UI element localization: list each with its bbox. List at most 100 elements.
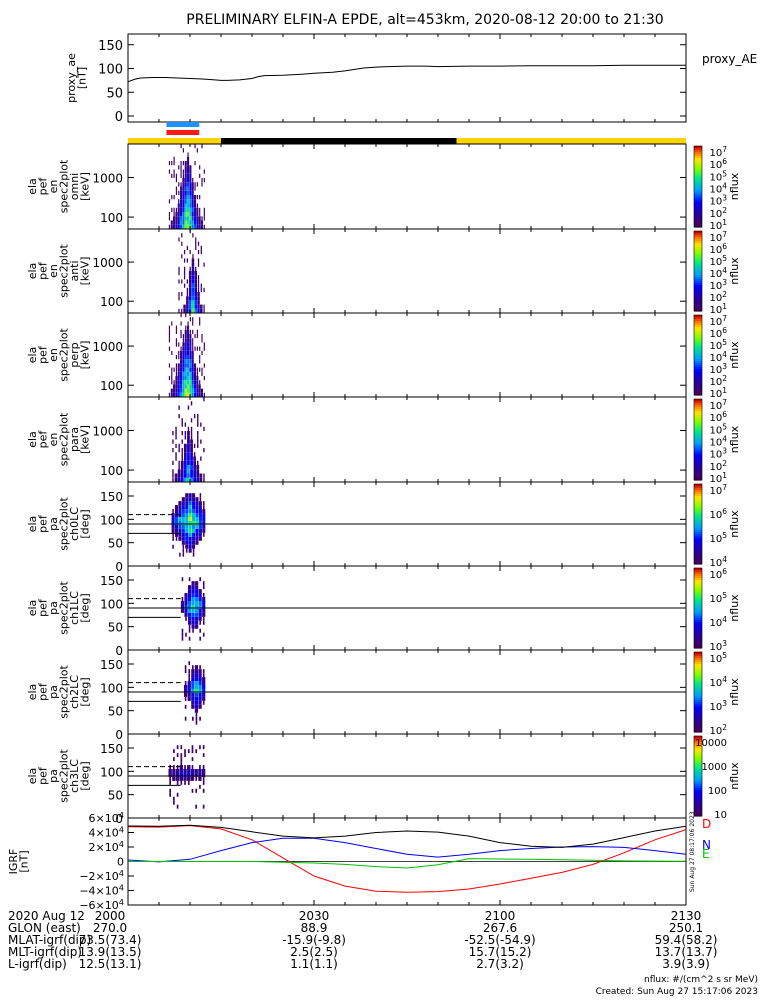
- colorbar-cell: [694, 788, 702, 791]
- colorbar-cell: [694, 283, 702, 286]
- spectrogram-cell: [173, 388, 176, 393]
- spectrogram-cell: [168, 212, 171, 217]
- colorbar-cell: [694, 253, 702, 256]
- colorbar-cell: [694, 786, 702, 789]
- spectrogram-cell: [188, 520, 192, 525]
- colorbar-label-text: nflux: [728, 678, 741, 706]
- colorbar-cell: [694, 512, 702, 515]
- colorbar-cell: [694, 285, 702, 288]
- spectrogram-cell: [187, 765, 191, 769]
- colorbar-cell: [694, 694, 702, 697]
- colorbar-cell: [694, 427, 702, 430]
- spectrogram-cell: [173, 367, 175, 372]
- spectrogram-cell: [191, 688, 195, 693]
- colorbar-cell: [694, 277, 702, 280]
- spectrogram-ytick-label: 0: [115, 812, 123, 826]
- spectrogram-cell: [170, 388, 173, 393]
- colorbar-cell: [694, 263, 702, 266]
- spectrogram-cell: [175, 220, 178, 225]
- colorbar-cell: [694, 355, 702, 358]
- spectrogram-cell: [196, 329, 198, 334]
- spectrogram-cell: [189, 165, 192, 170]
- spectrogram-cell: [197, 275, 200, 280]
- spectrogram-cell: [183, 304, 186, 309]
- colorbar-cell: [694, 347, 702, 350]
- spectrogram-cell: [187, 426, 190, 431]
- spectrogram-cell: [195, 604, 199, 609]
- spectrogram-cell: [198, 601, 202, 605]
- igrf-ytick-label: 6×104: [89, 810, 124, 825]
- spectrogram-cell: [187, 380, 190, 385]
- colorbar-cell: [694, 212, 702, 216]
- spectrogram-cell: [191, 367, 194, 372]
- spectrogram-cell: [173, 800, 175, 805]
- spectrogram-cell: [196, 380, 199, 385]
- spectrogram-cell: [180, 761, 183, 766]
- spectrogram-cell: [198, 528, 202, 533]
- y-axis-label-line: en: [47, 264, 60, 278]
- colorbar-cell: [694, 730, 702, 733]
- colorbar-cell: [694, 413, 702, 416]
- spectrogram-cell: [182, 169, 185, 174]
- spectrogram-cell: [197, 279, 200, 284]
- igrf-ytick-label: −6×104: [79, 897, 124, 912]
- spectrogram-cell: [187, 371, 190, 376]
- colorbar-cell: [694, 465, 702, 469]
- spectrogram-cell: [199, 165, 201, 170]
- orbit-value: 2100: [485, 909, 516, 923]
- spectrogram-cell: [192, 497, 196, 502]
- colorbar-cell: [694, 369, 702, 372]
- colorbar-cell: [694, 750, 702, 753]
- spectrogram-cell: [182, 195, 185, 200]
- spectrogram-cell: [171, 173, 173, 178]
- spectrogram-cell: [187, 477, 190, 482]
- colorbar-cell: [694, 162, 702, 165]
- colorbar-cell: [694, 307, 702, 310]
- spectrogram-cell: [189, 384, 192, 389]
- spectrogram-cell: [191, 207, 194, 212]
- spectrogram-cell: [199, 321, 201, 326]
- colorbar-cell: [694, 273, 702, 276]
- spectrogram-cell: [177, 388, 180, 393]
- spectrogram-cell: [184, 212, 187, 217]
- spectrogram-cell: [190, 469, 193, 474]
- spectrogram-cell: [180, 355, 183, 360]
- colorbar-cell: [694, 457, 702, 461]
- spectrogram-cell: [202, 517, 206, 521]
- spectrogram-cell: [180, 608, 185, 613]
- spectrogram-cell: [190, 418, 193, 423]
- igrf-series-line: [127, 825, 687, 893]
- spectrogram-cell: [199, 473, 203, 478]
- colorbar-cell: [694, 630, 702, 633]
- spectrogram-cell: [189, 380, 192, 385]
- spectrogram-cell: [187, 220, 190, 225]
- colorbar-cell: [694, 760, 702, 763]
- spectrogram-cell: [194, 186, 196, 191]
- colorbar-cell: [694, 319, 702, 322]
- spectrogram-cell: [185, 540, 189, 545]
- spectrogram-cell: [193, 199, 197, 204]
- spectrogram-cell: [197, 262, 200, 267]
- spectrogram-cell: [180, 199, 183, 204]
- igrf-ylabel: IGRF[nT]: [7, 849, 31, 875]
- colorbar-cell: [694, 720, 702, 723]
- spectrogram-cell: [198, 597, 202, 601]
- spectrogram-cell: [174, 477, 178, 482]
- colorbar-cell: [694, 243, 702, 246]
- spectrogram-cell: [196, 224, 199, 229]
- spectrogram-cell: [183, 685, 188, 689]
- spectrogram-cell: [198, 532, 202, 537]
- spectrogram-cell: [179, 769, 183, 773]
- spectrogram-cell: [178, 199, 180, 204]
- colorbar-label-text: nflux: [728, 594, 741, 622]
- spectrogram-cell: [191, 363, 194, 368]
- spectrogram-cell: [184, 780, 186, 785]
- spectrogram-cell: [187, 165, 190, 170]
- colorbar-cell: [694, 463, 702, 467]
- colorbar-cell: [694, 518, 702, 521]
- spectrogram-cell: [182, 552, 185, 557]
- spectrogram-cell: [185, 632, 187, 637]
- spectrogram-cell: [184, 165, 187, 170]
